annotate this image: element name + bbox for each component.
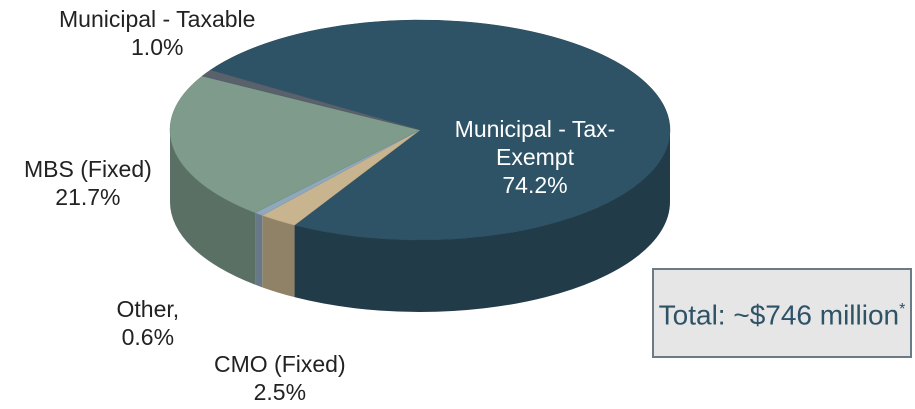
slice-label: Municipal - Tax-Exempt 74.2%: [420, 115, 650, 199]
value-label: 0.6%: [121, 324, 175, 350]
slice-label: MBS (Fixed) 21.7%: [24, 155, 152, 211]
slice-side: [294, 130, 670, 313]
slice-side: [262, 215, 295, 298]
slice: [209, 19, 671, 241]
total-text: Total: ~$746 million*: [659, 293, 906, 332]
footnote-mark: *: [899, 301, 906, 319]
value-label: 2.5%: [253, 379, 307, 405]
total-label: Total: ~$746 million: [658, 299, 900, 331]
category-label: Other,: [116, 296, 180, 322]
slice-side: [170, 130, 256, 285]
slice-side: [255, 212, 263, 288]
category-label: MBS (Fixed): [24, 156, 152, 182]
category-label: CMO (Fixed): [214, 351, 346, 377]
category-label: Municipal - Tax-Exempt: [454, 116, 616, 170]
slice: [169, 75, 421, 213]
category-label: Municipal - Taxable: [59, 6, 256, 32]
slice: [201, 69, 421, 131]
slice-label: CMO (Fixed) 2.5%: [214, 350, 346, 406]
value-label: 74.2%: [502, 172, 568, 198]
value-label: 1.0%: [131, 34, 184, 60]
slice-label: Municipal - Taxable 1.0%: [59, 5, 255, 61]
value-label: 21.7%: [55, 184, 121, 210]
total-box: Total: ~$746 million*: [652, 268, 912, 358]
slice-label: Other, 0.6%: [117, 295, 180, 351]
